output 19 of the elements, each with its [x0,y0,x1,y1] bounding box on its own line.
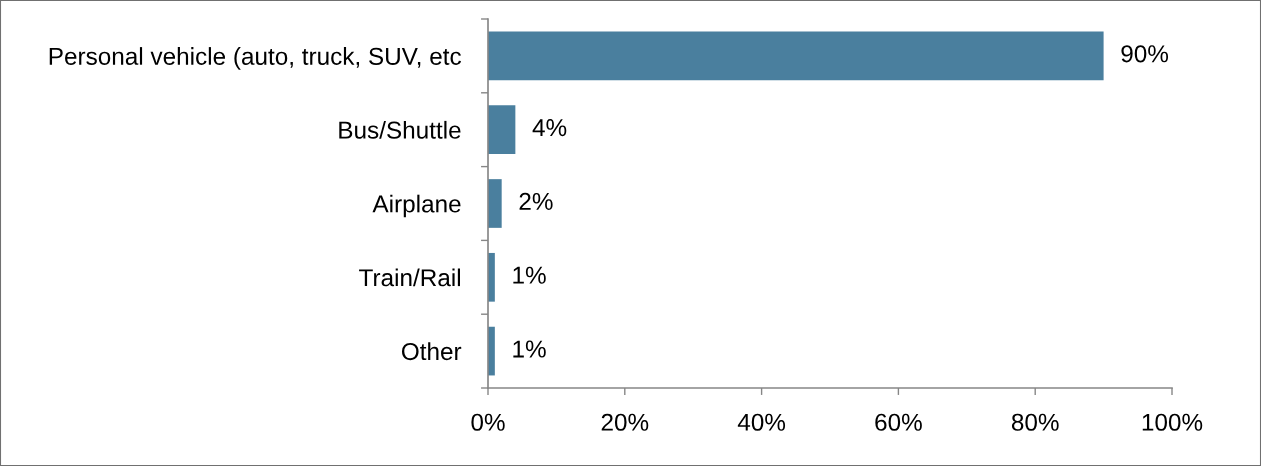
data-label: 1% [513,340,546,358]
x-tick-label: 60% [875,413,922,431]
data-label: 2% [519,192,553,210]
y-tick-label: Airplane [372,194,461,218]
bar [488,105,516,155]
x-tick-label: 20% [601,413,649,431]
y-tick-label: Other [401,342,462,361]
y-tick-label: Personal vehicle (auto, truck, SUV, etc [49,47,461,70]
y-tick-label: Train/Rail [359,268,460,287]
data-label: 1% [513,266,546,284]
data-label: 4% [532,119,567,137]
bar [488,179,502,228]
x-tick-label: 0% [471,413,505,431]
data-label: 90% [1121,45,1169,63]
x-tick-label: 100% [1142,413,1203,431]
y-tick-label: Bus/Shuttle [339,120,461,139]
x-tick-label: 40% [737,413,786,431]
x-tick-label: 80% [1011,413,1059,431]
bar [488,31,1104,81]
